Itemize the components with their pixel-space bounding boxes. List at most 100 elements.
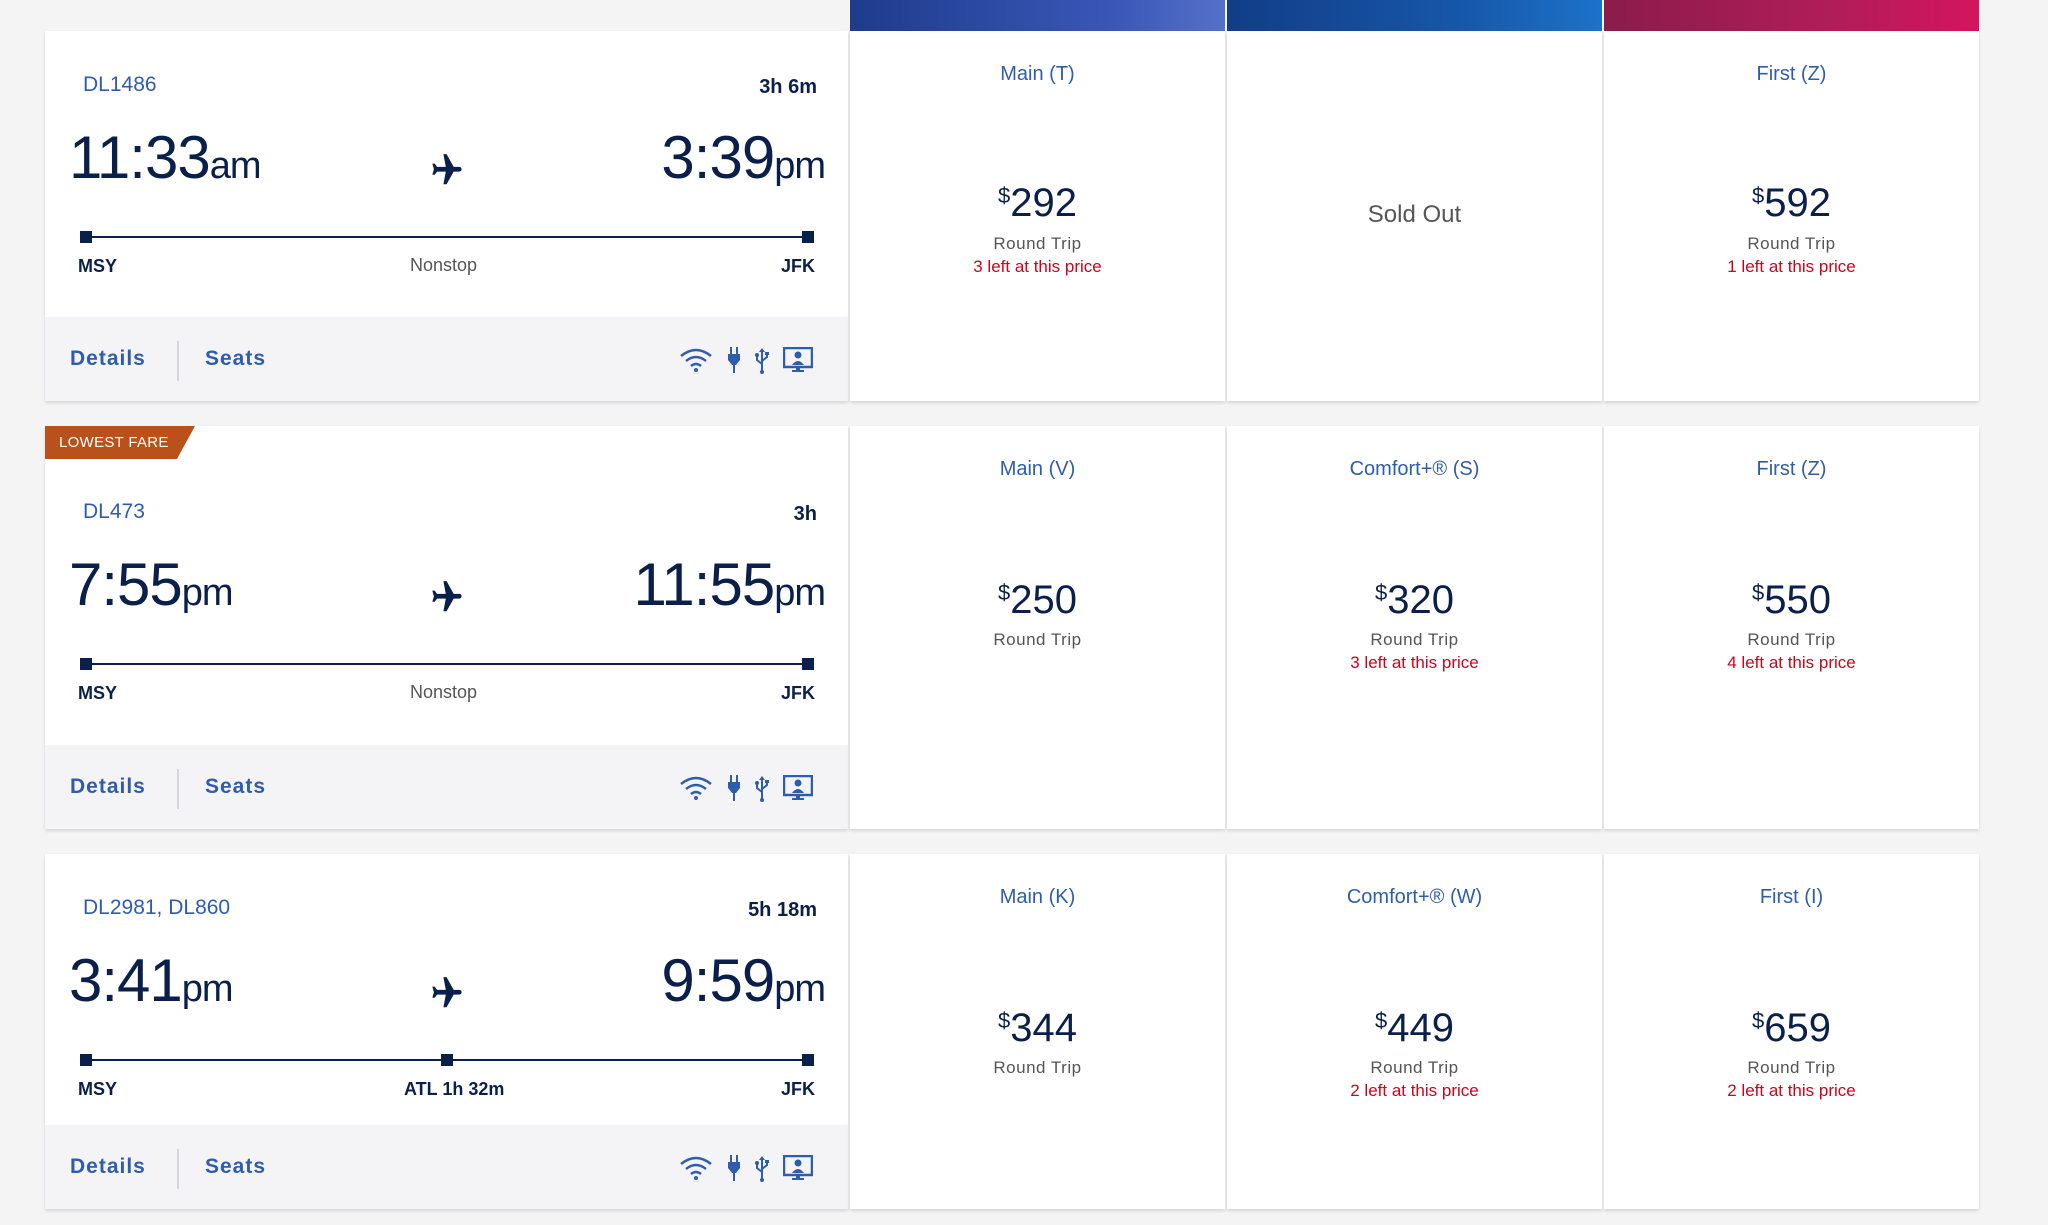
flight-card-footer: Details Seats [45, 317, 848, 401]
details-link[interactable]: Details [70, 775, 146, 798]
fare-main[interactable]: Main (K) $344 Round Trip [850, 854, 1225, 1209]
airplane-icon [432, 581, 462, 612]
trip-type: Round Trip [1747, 1058, 1836, 1077]
origin-code: MSY [78, 683, 118, 703]
seats-remaining: 2 left at this price [1727, 1081, 1856, 1100]
departure-time: 3:41pm [69, 947, 234, 1014]
cabin-name: Main (T) [1000, 63, 1075, 85]
fare-comfort: Sold Out [1227, 31, 1602, 401]
seats-link[interactable]: Seats [205, 1155, 267, 1178]
layover-node [441, 1054, 453, 1066]
cabin-name: First (I) [1759, 886, 1824, 908]
entertainment-screen-icon [783, 775, 813, 800]
fare-price: $292 [998, 181, 1077, 225]
fare-price: $449 [1375, 1006, 1454, 1050]
flight-row: DL1486 3h 6m 11:33am 3:39pm MSY Nonstop … [45, 31, 1979, 401]
arrival-time: 11:55pm [633, 551, 826, 618]
origin-node [80, 231, 92, 243]
flight-row: LOWEST FARE DL473 3h 7:55pm 11:55pm MSY … [45, 426, 1979, 829]
usb-icon [755, 776, 769, 802]
destination-node [802, 658, 814, 670]
flight-card-footer: Details Seats [45, 745, 848, 829]
entertainment-screen-icon [783, 347, 813, 372]
fare-price: $592 [1752, 181, 1831, 225]
power-plug-icon [728, 347, 740, 373]
destination-code: JFK [780, 256, 815, 276]
fare-first[interactable]: First (I) $659 Round Trip 2 left at this… [1604, 854, 1979, 1209]
flight-number[interactable]: DL2981, DL860 [83, 896, 231, 919]
arrival-time: 9:59pm [661, 947, 826, 1014]
flight-card[interactable]: DL1486 3h 6m 11:33am 3:39pm MSY Nonstop … [45, 31, 848, 401]
cabin-name: Main (K) [999, 886, 1076, 908]
details-link[interactable]: Details [70, 347, 146, 370]
stop-label: Nonstop [410, 255, 478, 275]
flight-number[interactable]: DL473 [83, 500, 145, 523]
seats-remaining: 3 left at this price [973, 257, 1102, 276]
trip-type: Round Trip [993, 1058, 1082, 1077]
trip-type: Round Trip [1370, 630, 1459, 649]
stop-label: Nonstop [410, 682, 478, 702]
fare-price: $344 [998, 1006, 1077, 1050]
destination-code: JFK [780, 683, 815, 703]
layover-label[interactable]: ATL 1h 32m [404, 1079, 505, 1099]
trip-type: Round Trip [993, 630, 1082, 649]
main-cabin-header-bar [850, 0, 1225, 31]
destination-code: JFK [780, 1079, 815, 1099]
flight-card[interactable]: LOWEST FARE DL473 3h 7:55pm 11:55pm MSY … [45, 426, 848, 829]
fare-first[interactable]: First (Z) $550 Round Trip 4 left at this… [1604, 426, 1979, 829]
footer-divider [177, 341, 179, 381]
destination-node [802, 231, 814, 243]
first-cabin-header-bar [1604, 0, 1979, 31]
seats-remaining: 4 left at this price [1727, 653, 1856, 672]
fare-main[interactable]: Main (V) $250 Round Trip [850, 426, 1225, 829]
flight-duration: 3h 6m [759, 76, 817, 98]
trip-type: Round Trip [993, 234, 1082, 253]
comfort-cabin-header-bar [1227, 0, 1602, 31]
origin-code: MSY [78, 1079, 118, 1099]
amenities [679, 773, 813, 803]
entertainment-screen-icon [783, 1155, 813, 1180]
departure-time: 7:55pm [69, 551, 234, 618]
origin-code: MSY [78, 256, 118, 276]
cabin-name: Comfort+® (W) [1346, 886, 1483, 908]
departure-time: 11:33am [69, 124, 261, 191]
power-plug-icon [728, 775, 740, 801]
destination-node [802, 1054, 814, 1066]
flight-row: DL2981, DL860 5h 18m 3:41pm 9:59pm MSY A… [45, 854, 1979, 1209]
seats-remaining: 2 left at this price [1350, 1081, 1479, 1100]
fare-price: $320 [1375, 578, 1454, 622]
details-link[interactable]: Details [70, 1155, 146, 1178]
seats-remaining: 3 left at this price [1350, 653, 1479, 672]
trip-type: Round Trip [1747, 630, 1836, 649]
sold-out-label: Sold Out [1367, 201, 1462, 228]
route-line [80, 236, 812, 238]
footer-divider [177, 1149, 179, 1189]
seats-remaining: 1 left at this price [1727, 257, 1856, 276]
usb-icon [755, 348, 769, 374]
fare-first[interactable]: First (Z) $592 Round Trip 1 left at this… [1604, 31, 1979, 401]
usb-icon [755, 1156, 769, 1182]
flight-number[interactable]: DL1486 [83, 73, 157, 96]
flight-card-footer: Details Seats [45, 1125, 848, 1209]
wifi-icon [680, 348, 712, 372]
footer-divider [177, 769, 179, 809]
route-line [80, 663, 812, 665]
fare-comfort[interactable]: Comfort+® (S) $320 Round Trip 3 left at … [1227, 426, 1602, 829]
origin-node [80, 658, 92, 670]
flight-duration: 5h 18m [748, 899, 817, 921]
cabin-name: Main (V) [999, 458, 1076, 480]
seats-link[interactable]: Seats [205, 347, 267, 370]
trip-type: Round Trip [1370, 1058, 1459, 1077]
fare-price: $250 [998, 578, 1077, 622]
amenities [679, 1153, 813, 1183]
cabin-name: First (Z) [1756, 458, 1827, 480]
seats-link[interactable]: Seats [205, 775, 267, 798]
cabin-name: First (Z) [1756, 63, 1827, 85]
fare-price: $659 [1752, 1006, 1831, 1050]
wifi-icon [680, 776, 712, 800]
flight-duration: 3h [793, 503, 817, 525]
fare-comfort[interactable]: Comfort+® (W) $449 Round Trip 2 left at … [1227, 854, 1602, 1209]
power-plug-icon [728, 1155, 740, 1181]
fare-main[interactable]: Main (T) $292 Round Trip 3 left at this … [850, 31, 1225, 401]
flight-card[interactable]: DL2981, DL860 5h 18m 3:41pm 9:59pm MSY A… [45, 854, 848, 1209]
